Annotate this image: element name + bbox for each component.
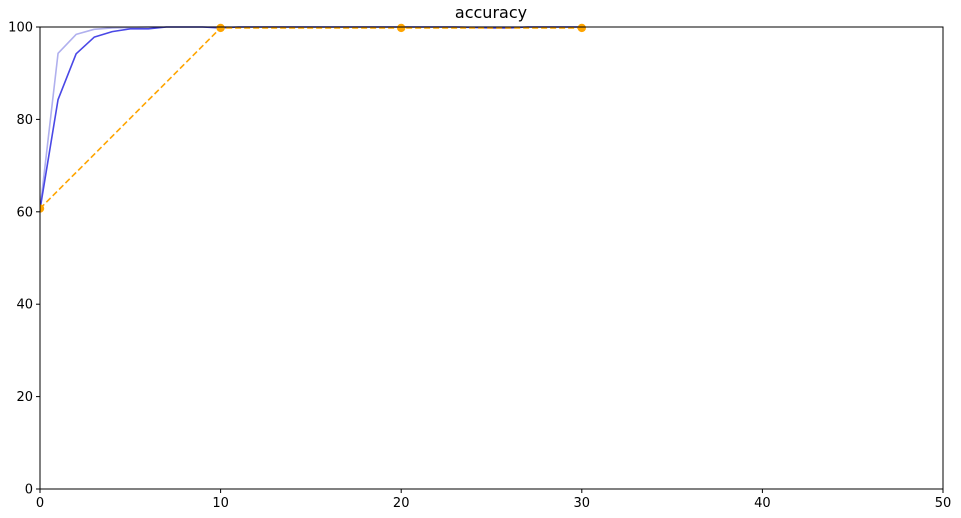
series-line-1 [40, 26, 582, 210]
series-line-3 [40, 27, 582, 210]
x-tick-label: 20 [393, 496, 410, 511]
x-tick-label: 50 [935, 496, 952, 511]
y-tick-label: 60 [16, 205, 33, 220]
y-tick-label: 100 [8, 21, 33, 36]
x-tick-label: 40 [754, 496, 771, 511]
series-line-2 [40, 26, 582, 210]
y-tick-label: 0 [25, 483, 33, 498]
y-tick-label: 20 [16, 390, 33, 405]
x-tick-label: 0 [36, 496, 44, 511]
y-tick-label: 80 [16, 113, 33, 128]
series-layer [40, 23, 586, 213]
y-tick-label: 40 [16, 298, 33, 313]
x-tick-label: 30 [574, 496, 591, 511]
series-3-point [216, 23, 225, 33]
chart-title: accuracy [455, 3, 527, 22]
plot-frame [39, 26, 944, 490]
series-3-point [40, 204, 45, 213]
axis-layer: 0 10 20 30 40 50 0 20 40 60 80 100 [8, 21, 951, 512]
x-tick-label: 10 [212, 496, 229, 511]
series-3-point [397, 23, 406, 33]
series-3-point [577, 23, 586, 33]
